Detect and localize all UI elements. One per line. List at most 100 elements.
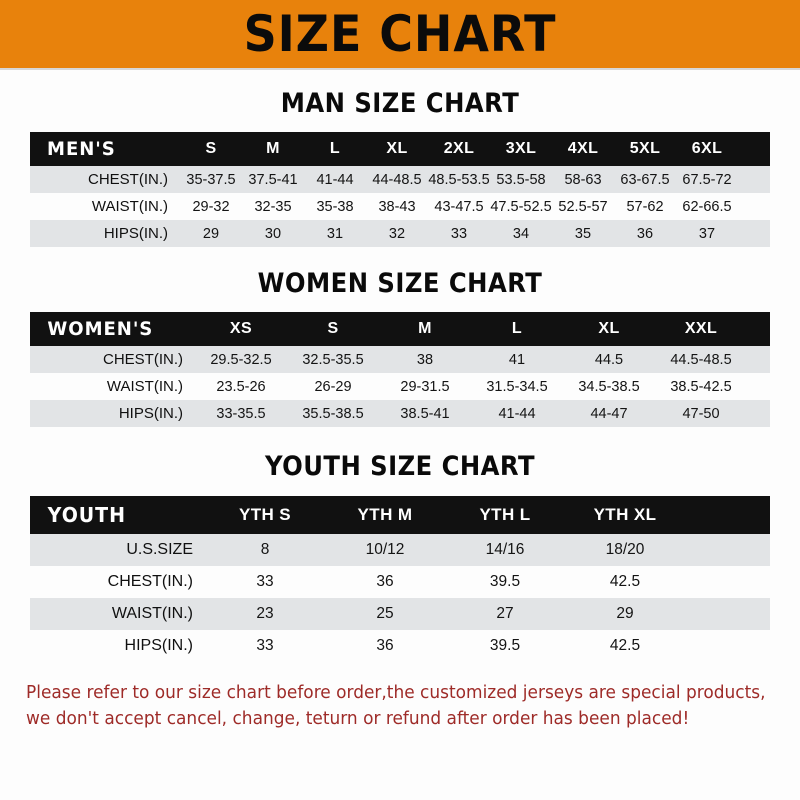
- men-header-spacer: [738, 132, 770, 166]
- men-size-table: MEN'S S M L XL 2XL 3XL 4XL 5XL 6XL CHEST(IN.) 35-37…: [30, 132, 770, 247]
- women-size-header-6: XXL: [684, 320, 718, 337]
- men-cell: 36: [636, 225, 654, 242]
- men-row-spacer: [738, 193, 770, 220]
- youth-table-row: WAIST(IN.) 23 25 27 29: [30, 598, 770, 630]
- women-cell: 44.5-48.5: [670, 351, 732, 368]
- men-cell: 53.5-58: [496, 171, 546, 188]
- women-size-header-2: S: [327, 320, 339, 337]
- men-cell: 37: [698, 225, 716, 242]
- women-cell: 35.5-38.5: [302, 405, 364, 422]
- women-cell: 29.5-32.5: [210, 351, 272, 368]
- youth-row-label: U.S.SIZE: [126, 541, 193, 558]
- men-cell: 41-44: [316, 171, 354, 188]
- youth-cell: 39.5: [489, 573, 521, 590]
- women-cell: 38.5-42.5: [670, 378, 732, 395]
- youth-size-header-4: YTH XL: [593, 505, 657, 524]
- women-size-header-5: XL: [598, 320, 620, 337]
- youth-cell: 39.5: [489, 637, 521, 654]
- youth-table-body: YOUTH YTH S YTH M YTH L YTH XL U.S.SIZE 8 10/12…: [30, 496, 770, 662]
- women-header-label: WOMEN'S: [47, 318, 154, 340]
- women-size-header-3: M: [418, 320, 432, 337]
- women-cell: 23.5-26: [216, 378, 266, 395]
- youth-row-spacer: [685, 566, 770, 598]
- women-row-spacer: [747, 346, 770, 373]
- women-cell: 32.5-35.5: [302, 351, 364, 368]
- men-cell: 38-43: [378, 198, 416, 215]
- men-cell: 30: [264, 225, 282, 242]
- men-size-header-1: S: [205, 140, 217, 157]
- note-line-2: we don't accept cancel, change, teturn o…: [26, 709, 690, 729]
- youth-cell: 10/12: [365, 541, 405, 558]
- men-cell: 32-35: [254, 198, 292, 215]
- youth-header-spacer: [685, 496, 770, 534]
- youth-cell: 8: [260, 541, 270, 558]
- women-header-spacer: [747, 312, 770, 346]
- note-line-1: Please refer to our size chart before or…: [26, 683, 766, 703]
- youth-table-row: CHEST(IN.) 33 36 39.5 42.5: [30, 566, 770, 598]
- women-table-row: CHEST(IN.) 29.5-32.5 32.5-35.5 38 41 44.5 44.5…: [30, 346, 770, 373]
- youth-size-header-2: YTH M: [357, 505, 413, 524]
- men-cell: 62-66.5: [682, 198, 732, 215]
- women-size-table: WOMEN'S XS S M L XL XXL CHEST(IN.) 29.5-32.5 32.5…: [30, 312, 770, 427]
- youth-row-label: WAIST(IN.): [111, 605, 193, 622]
- youth-table-row: HIPS(IN.) 33 36 39.5 42.5: [30, 630, 770, 662]
- men-row-label: HIPS(IN.): [103, 225, 168, 242]
- women-table-row: WAIST(IN.) 23.5-26 26-29 29-31.5 31.5-34.5 34…: [30, 373, 770, 400]
- men-cell: 47.5-52.5: [490, 198, 552, 215]
- women-row-label: CHEST(IN.): [103, 351, 183, 368]
- men-table-body: MEN'S S M L XL 2XL 3XL 4XL 5XL 6XL CHEST(IN.) 35-37…: [30, 132, 770, 247]
- women-header-row: WOMEN'S XS S M L XL XXL: [30, 312, 770, 346]
- men-cell: 29: [202, 225, 220, 242]
- men-size-header-9: 6XL: [691, 140, 723, 157]
- youth-cell: 23: [256, 605, 274, 622]
- women-row-label: WAIST(IN.): [106, 378, 183, 395]
- women-cell: 34.5-38.5: [578, 378, 640, 395]
- women-cell: 38: [416, 351, 434, 368]
- youth-cell: 33: [256, 637, 274, 654]
- women-table-row: HIPS(IN.) 33-35.5 35.5-38.5 38.5-41 41-44 44-…: [30, 400, 770, 427]
- men-cell: 34: [512, 225, 530, 242]
- women-size-header-1: XS: [229, 320, 253, 337]
- men-size-header-6: 3XL: [505, 140, 537, 157]
- youth-cell: 18/20: [605, 541, 645, 558]
- men-cell: 35-38: [316, 198, 354, 215]
- youth-header-label: YOUTH: [47, 503, 126, 527]
- youth-cell: 25: [376, 605, 394, 622]
- women-row-spacer: [747, 373, 770, 400]
- women-cell: 44-47: [590, 405, 628, 422]
- men-row-spacer: [738, 220, 770, 247]
- men-size-header-2: M: [266, 140, 280, 157]
- youth-size-table: YOUTH YTH S YTH M YTH L YTH XL U.S.SIZE 8 10/12…: [30, 496, 770, 662]
- men-size-header-8: 5XL: [629, 140, 661, 157]
- women-cell: 41-44: [498, 405, 536, 422]
- youth-row-spacer: [685, 534, 770, 566]
- men-cell: 44-48.5: [372, 171, 422, 188]
- men-cell: 29-32: [192, 198, 230, 215]
- men-cell: 58-63: [564, 171, 602, 188]
- youth-cell: 27: [496, 605, 514, 622]
- men-cell: 43-47.5: [434, 198, 484, 215]
- women-row-spacer: [747, 400, 770, 427]
- men-cell: 52.5-57: [558, 198, 608, 215]
- men-size-header-3: L: [329, 140, 341, 157]
- women-size-header-4: L: [511, 320, 523, 337]
- women-cell: 26-29: [314, 378, 352, 395]
- youth-cell: 42.5: [609, 573, 641, 590]
- men-cell: 33: [450, 225, 468, 242]
- youth-cell: 29: [616, 605, 634, 622]
- youth-row-label: CHEST(IN.): [107, 573, 193, 590]
- youth-cell: 33: [256, 573, 274, 590]
- men-row-label: CHEST(IN.): [88, 171, 168, 188]
- women-cell: 38.5-41: [400, 405, 450, 422]
- men-size-header-5: 2XL: [443, 140, 475, 157]
- men-cell: 63-67.5: [620, 171, 670, 188]
- youth-size-header-1: YTH S: [238, 505, 292, 524]
- women-cell: 47-50: [682, 405, 720, 422]
- men-cell: 35-37.5: [186, 171, 236, 188]
- women-row-label: HIPS(IN.): [118, 405, 183, 422]
- men-cell: 35: [574, 225, 592, 242]
- women-cell: 41: [508, 351, 526, 368]
- women-cell: 31.5-34.5: [486, 378, 548, 395]
- page-banner: SIZE CHART: [0, 0, 800, 70]
